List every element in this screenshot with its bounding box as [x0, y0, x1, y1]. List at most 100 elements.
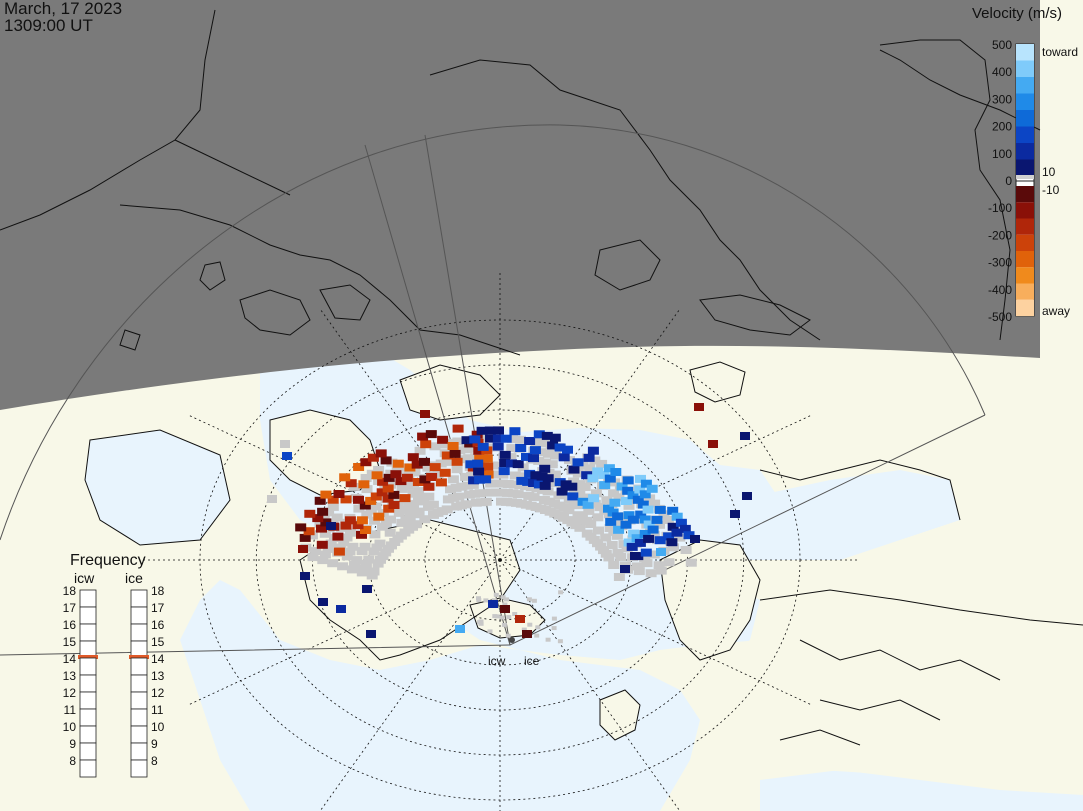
velocity-cell-toward [528, 479, 540, 487]
colorbar-ground-scatter-band [1016, 175, 1034, 179]
frequency-level-box [79, 623, 97, 642]
colorbar-swatch-toward [1016, 44, 1034, 61]
velocity-cell [630, 552, 640, 560]
ground-scatter-cell [606, 541, 618, 549]
velocity-cell-toward [613, 525, 625, 534]
ground-scatter-cell [322, 544, 334, 553]
ground-scatter-cell [592, 513, 604, 522]
siberia-coastline-1 [429, 59, 821, 341]
velocity-cell-away [417, 432, 429, 441]
ground-scatter-cell [584, 464, 596, 473]
ground-scatter-cell [396, 484, 408, 493]
velocity-cell-toward [654, 505, 666, 514]
velocity-cell-away [359, 501, 371, 510]
velocity-cell-away [447, 442, 459, 450]
barents-outline [759, 459, 961, 521]
colorbar-threshold-pos: 10 [1042, 165, 1056, 179]
velocity-cell [298, 545, 308, 553]
velocity-cell-toward [558, 453, 570, 462]
ground-scatter-cell [460, 500, 472, 509]
velocity-cell-toward [588, 494, 600, 503]
velocity-cell-toward [465, 460, 477, 469]
ground-scatter-cell [648, 530, 660, 539]
ground-scatter-cell [319, 529, 331, 538]
island-3 [239, 289, 311, 336]
velocity-cell-away [412, 478, 424, 486]
european-continent [700, 590, 1083, 790]
velocity-cell-toward [632, 495, 644, 504]
ground-scatter-cell [441, 505, 453, 514]
ground-scatter-cell [319, 550, 331, 559]
velocity-cell [267, 495, 277, 503]
colorbar-swatch-away [1016, 283, 1034, 300]
ground-scatter-cell [658, 510, 670, 519]
date-label: March, 17 2023 [4, 0, 123, 18]
velocity-cell-toward [493, 426, 504, 435]
ground-scatter-cell [563, 506, 575, 515]
frequency-level-box [130, 674, 148, 693]
frequency-radar-label-ice: ice [125, 570, 143, 586]
frequency-level-label: 17 [63, 601, 77, 615]
frequency-level-label: 12 [63, 686, 77, 700]
ground-scatter-cell [654, 520, 665, 529]
velocity-cell-away [360, 526, 371, 534]
velocity-cell-away [407, 453, 419, 462]
ground-scatter-cell [341, 533, 353, 542]
ground-scatter-cell [505, 633, 511, 638]
ground-scatter-cell [653, 561, 665, 570]
fov-beam-lines [364, 134, 511, 646]
velocity-cell-toward [499, 459, 511, 467]
ground-scatter-cell [608, 561, 620, 569]
velocity-cell-toward [539, 464, 551, 473]
ground-scatter-cell [528, 493, 540, 502]
alaska-coastline [0, 9, 216, 231]
velocity-cell-toward [616, 482, 628, 491]
velocity-cell-away [404, 463, 416, 472]
ground-scatter-cell [680, 546, 692, 554]
ground-scatter-cell [487, 629, 493, 634]
ground-scatter-cell [344, 547, 356, 556]
velocity-cell-toward [474, 475, 486, 484]
ground-scatter-cell [596, 459, 608, 468]
ground-scatter-cell [645, 569, 657, 578]
europe-outline [759, 589, 1083, 626]
colorbar-tick-label: 100 [992, 147, 1012, 161]
ground-scatter-cell [451, 465, 463, 474]
ground-scatter-cell [447, 475, 459, 484]
ground-scatter-cell [590, 489, 602, 498]
velocity-cell-toward [560, 480, 572, 489]
velocity-cell [690, 535, 700, 543]
frequency-level-box [130, 589, 148, 608]
ground-scatter-cell [515, 435, 526, 444]
velocity-cell-away [481, 454, 493, 463]
ground-scatter-cell [318, 513, 330, 522]
velocity-cell-away [360, 458, 372, 467]
velocity-cell-away [344, 516, 356, 525]
velocity-cell-toward [635, 510, 647, 519]
island-1 [119, 329, 141, 351]
velocity-cell-toward [581, 471, 593, 480]
frequency-level-box [79, 589, 97, 608]
site-label-ice: ice [524, 654, 540, 668]
ground-scatter-cell [648, 550, 660, 559]
velocity-cell-toward [554, 478, 566, 487]
ground-scatter-cell [491, 461, 503, 470]
ground-scatter-cell [402, 481, 414, 490]
velocity-cell-away [474, 454, 486, 463]
ground-scatter-cell [422, 463, 434, 472]
velocity-cell-toward [631, 534, 643, 543]
velocity-cell-toward [628, 529, 640, 538]
frequency-level-label: 8 [151, 754, 158, 768]
velocity-cell-toward [643, 520, 655, 529]
velocity-cell-away [382, 494, 394, 503]
colorbar-tick-label: -300 [988, 256, 1012, 270]
velocity-cell-away [426, 473, 438, 481]
ground-scatter-cell [353, 504, 365, 513]
frequency-level-label: 13 [63, 669, 77, 683]
frequency-level-label: 13 [151, 669, 165, 683]
velocity-cell-away [356, 516, 368, 525]
velocity-cell [742, 492, 752, 500]
frequency-level-label: 12 [151, 686, 165, 700]
velocity-cell [280, 440, 290, 448]
velocity-cell-toward [683, 531, 695, 540]
